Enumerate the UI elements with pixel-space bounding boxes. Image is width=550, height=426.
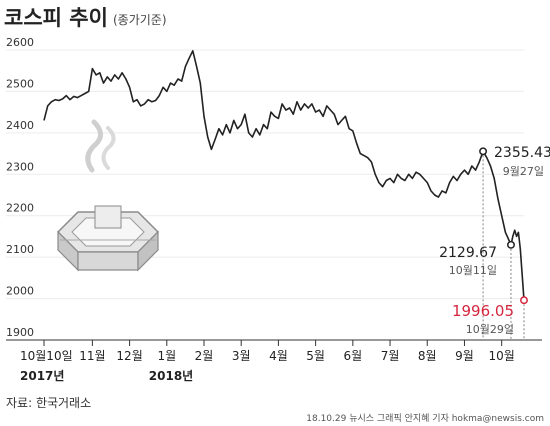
credit-line: 18.10.29 뉴시스 그래픽 안지혜 기자 hokma@newsis.com	[306, 412, 544, 424]
y-tick-label: 2300	[6, 160, 34, 173]
x-tick-label: 12월	[116, 349, 142, 363]
y-tick-label: 1900	[6, 326, 34, 339]
y-tick-label: 2000	[6, 285, 34, 298]
x-axis: 10월10일 11월 12월 1월 2월 3월 4월 5월 6월 7월 8월 9월 10월 2017년 20…	[6, 339, 542, 383]
year-label: 2018년	[149, 369, 193, 383]
x-tick-label: 10월10일	[20, 349, 73, 363]
x-tick-label: 4월	[269, 349, 288, 363]
annotation-marker	[507, 240, 515, 249]
x-tick-label: 11월	[79, 349, 105, 363]
annotation-marker	[520, 296, 528, 305]
x-tick-label: 7월	[381, 349, 400, 363]
annotation-date: 10월11일	[449, 263, 497, 277]
annotation-marker	[479, 147, 488, 156]
x-tick-label: 10월	[489, 349, 515, 363]
y-tick-label: 2400	[6, 119, 34, 132]
kospi-series-line	[43, 50, 525, 301]
y-tick-label: 2100	[6, 243, 34, 256]
annotation-value: 2129.67	[439, 245, 497, 261]
x-tick-label: 8월	[418, 349, 437, 363]
x-tick-label: 6월	[343, 349, 362, 363]
annotation-date: 9월27일	[503, 164, 544, 178]
y-tick-label: 2200	[6, 202, 34, 215]
x-tick-label: 5월	[306, 349, 325, 363]
smoking-stock-chart-icon	[56, 119, 160, 272]
x-tick-label: 1월	[157, 349, 176, 363]
y-tick-label: 2500	[6, 77, 34, 90]
x-tick-label: 3월	[232, 349, 251, 363]
plot-area	[43, 50, 525, 301]
y-tick-label: 2600	[6, 36, 34, 49]
chart-title: 코스피 추이	[4, 6, 108, 30]
annotation-value: 1996.05	[452, 302, 514, 320]
annotation-date: 10월29일	[466, 322, 514, 336]
x-tick-label: 9월	[455, 349, 474, 363]
year-label: 2017년	[20, 369, 64, 383]
chart-subtitle: (종가기준)	[113, 13, 167, 27]
x-tick-label: 2월	[195, 349, 214, 363]
y-axis: 2600 2500 2400 2300 2200 2100 2000 1900	[6, 36, 524, 341]
annotations: 2355.43 9월27일 2129.67 10월11일 1996.05 10월29일	[439, 145, 550, 340]
annotation-value: 2355.43	[494, 145, 550, 161]
source-note: 자료: 한국거래소	[6, 396, 91, 410]
